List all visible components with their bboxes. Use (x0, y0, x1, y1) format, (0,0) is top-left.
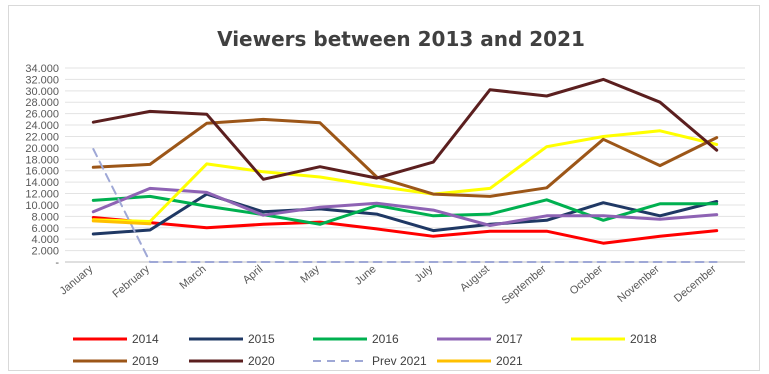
x-tick-label: January (58, 263, 96, 298)
series-line-2017 (91, 186, 719, 227)
y-tick-label: 14.000 (25, 177, 59, 189)
y-tick-label: 16.000 (25, 166, 59, 178)
y-tick-label: 12.000 (25, 189, 59, 201)
x-tick-label: June (353, 263, 379, 288)
legend-label: 2017 (496, 332, 523, 346)
y-tick-label: - (55, 257, 59, 269)
series-line-2020 (91, 77, 719, 181)
legend-label: Prev 2021 (372, 354, 427, 368)
x-tick-label: December (672, 263, 719, 305)
y-tick-label: 2.000 (31, 246, 59, 258)
y-tick-label: 24.000 (25, 120, 59, 132)
legend-label: 2019 (132, 354, 159, 368)
series-line-2018 (91, 129, 719, 223)
legend-label: 2014 (132, 332, 159, 346)
y-tick-label: 26.000 (25, 109, 59, 121)
series-line-2021 (91, 219, 152, 226)
legend: 2014 2015 2016 2017 2018 2019 2020 Prev 2021 202… (73, 332, 657, 368)
legend-label: 2016 (372, 332, 399, 346)
x-tick-label: May (298, 263, 322, 286)
series-line-2014 (91, 216, 719, 245)
y-tick-label: 32.000 (25, 74, 59, 86)
x-tick-label: July (413, 263, 436, 285)
x-tick-label: October (568, 263, 606, 298)
y-tick-label: 30.000 (25, 86, 59, 98)
grid-layer (65, 67, 745, 263)
y-tick-label: 6.000 (31, 223, 59, 235)
x-tick-label: September (500, 263, 549, 307)
legend-label: 2020 (248, 354, 275, 368)
legend-label: 2018 (630, 332, 657, 346)
series-line-2016 (91, 194, 719, 226)
chart-title: Viewers between 2013 and 2021 (217, 27, 585, 51)
y-tick-label: 28.000 (25, 97, 59, 109)
y-tick-label: 34.000 (25, 63, 59, 75)
series-layer (91, 77, 719, 263)
chart-svg: Viewers between 2013 and 2021 -2.0004.00… (25, 27, 745, 368)
series-line-prev-2021 (92, 148, 718, 263)
y-tick-label: 22.000 (25, 131, 59, 143)
chart-frame: Viewers between 2013 and 2021 -2.000 4.00… (8, 5, 760, 371)
x-tick-label: November (615, 263, 662, 305)
series-line-2019 (91, 117, 719, 198)
x-tick-label: August (458, 263, 492, 294)
y-tick-label: 18.000 (25, 154, 59, 166)
y-tick-label: 10.000 (25, 200, 59, 212)
legend-label: 2015 (248, 332, 275, 346)
y-tick-label: 4.000 (31, 234, 59, 246)
y-tick-label: 8.000 (31, 211, 59, 223)
y-tick-label: 20.000 (25, 143, 59, 155)
x-tick-label: April (241, 263, 266, 286)
x-tick-label: February (110, 263, 152, 301)
series-line-2015 (91, 192, 719, 236)
x-tick-label: March (177, 263, 208, 292)
legend-label: 2021 (496, 354, 523, 368)
